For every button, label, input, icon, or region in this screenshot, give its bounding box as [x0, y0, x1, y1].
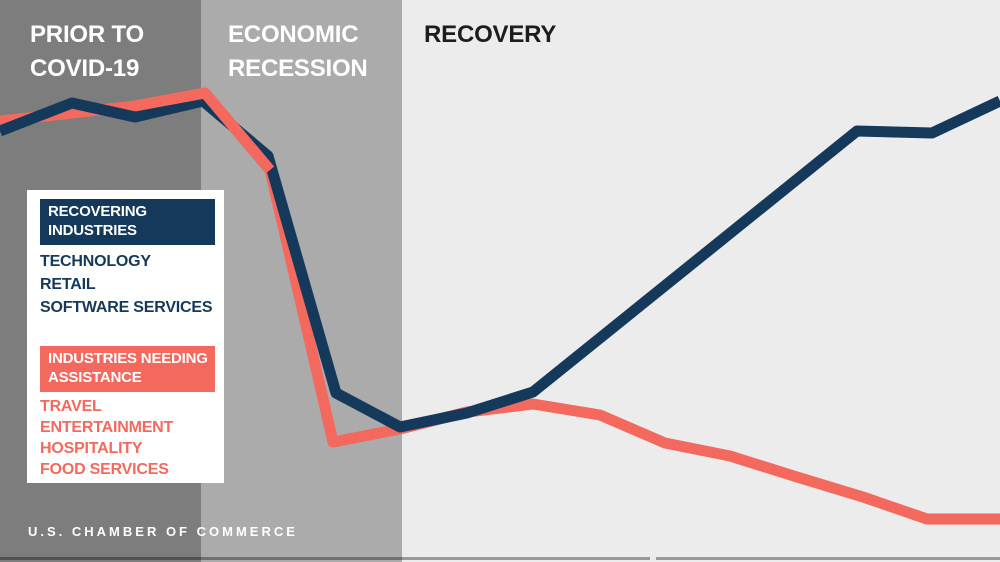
line-assistance-peak-overlay [133, 87, 275, 174]
heading-prior-line1: PRIOR TO [30, 21, 144, 48]
legend-recovering-header-line2: INDUSTRIES [48, 222, 137, 239]
bottom-rule-left-segment [0, 557, 650, 560]
legend-item-food-services: FOOD SERVICES [40, 461, 169, 478]
phase-band-recovery [402, 0, 1000, 562]
legend-header-recovering-industries: RECOVERING INDUSTRIES [40, 199, 215, 245]
legend-item-retail: RETAIL [40, 276, 96, 293]
legend-item-software-services: SOFTWARE SERVICES [40, 299, 213, 316]
heading-prior-covid: PRIOR TO COVID-19 [30, 18, 144, 86]
legend-item-travel: TRAVEL [40, 398, 102, 415]
legend-item-entertainment: ENTERTAINMENT [40, 419, 174, 436]
bottom-rule-right-segment [656, 557, 1000, 560]
source-attribution: U.S. CHAMBER OF COMMERCE [28, 524, 298, 539]
heading-recession-line1: ECONOMIC [228, 21, 359, 48]
heading-prior-line2: COVID-19 [30, 55, 140, 82]
legend-assistance-header-line2: ASSISTANCE [48, 369, 142, 386]
legend-recovering-header-line1: RECOVERING [48, 203, 147, 220]
legend-item-technology: TECHNOLOGY [40, 253, 151, 270]
heading-economic-recession: ECONOMIC RECESSION [228, 18, 368, 86]
legend-card: RECOVERING INDUSTRIES TECHNOLOGY RETAIL … [27, 190, 224, 483]
legend-item-hospitality: HOSPITALITY [40, 440, 143, 457]
line-recovering-industries [0, 95, 1000, 433]
legend-assistance-header-line1: INDUSTRIES NEEDING [48, 350, 208, 367]
heading-recession-line2: RECESSION [228, 55, 368, 82]
legend-list-assistance: TRAVEL ENTERTAINMENT HOSPITALITY FOOD SE… [40, 396, 224, 480]
legend-list-recovering: TECHNOLOGY RETAIL SOFTWARE SERVICES [40, 250, 224, 319]
heading-recovery: RECOVERY [424, 21, 557, 48]
legend-header-industries-needing-assistance: INDUSTRIES NEEDING ASSISTANCE [40, 346, 215, 392]
